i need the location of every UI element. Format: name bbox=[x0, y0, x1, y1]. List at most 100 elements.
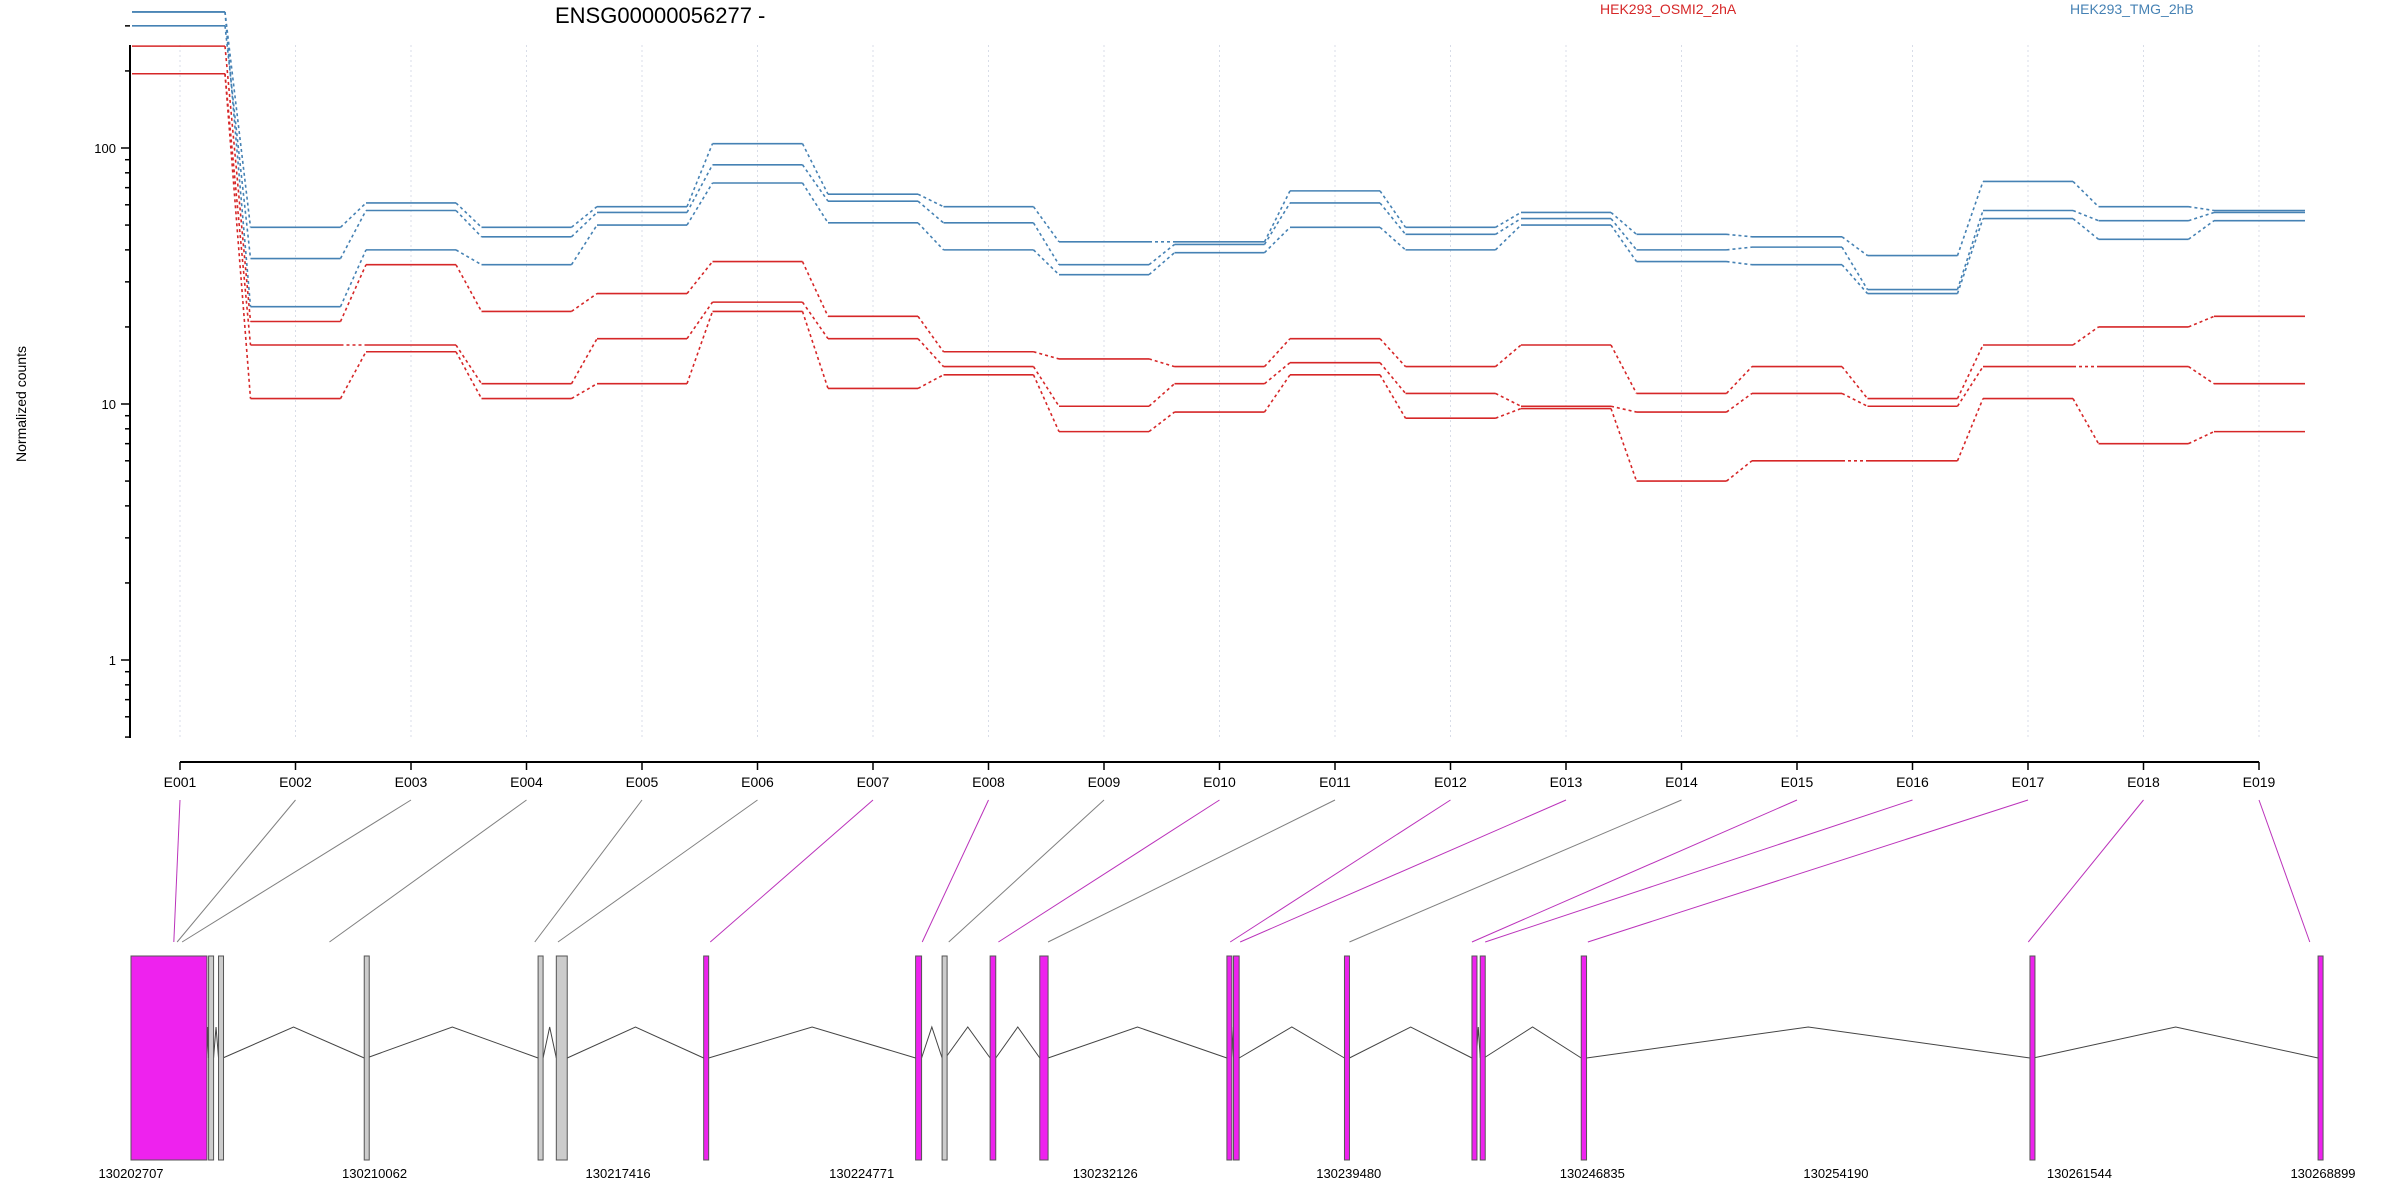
exon-box-highlight bbox=[1479, 955, 1486, 1161]
exon-connector-E012 bbox=[1229, 799, 1451, 943]
x-tick-label-E019: E019 bbox=[2243, 774, 2276, 790]
exon-connector-E005 bbox=[534, 799, 643, 943]
intron-line bbox=[995, 1026, 1041, 1059]
x-axis: E001 E002 E003 E004 E005 E006 E007 E008 E009 E010… bbox=[164, 761, 2276, 790]
series-transition bbox=[570, 211, 598, 238]
series-transition bbox=[1841, 392, 1868, 407]
series-transition bbox=[455, 344, 483, 385]
genomic-coordinates: 130202707 130210062 130217416 130224771 1302… bbox=[98, 1166, 2355, 1181]
series-transition bbox=[917, 222, 945, 251]
intron-line bbox=[2033, 1026, 2319, 1059]
exon-box-highlight bbox=[989, 955, 997, 1161]
series-transition bbox=[1033, 350, 1060, 360]
x-tick-label-E012: E012 bbox=[1434, 774, 1467, 790]
series-transition bbox=[1379, 362, 1407, 394]
series-transition bbox=[1841, 236, 1868, 257]
series-transition bbox=[1610, 344, 1638, 394]
genomic-coordinate-label: 130210062 bbox=[342, 1166, 407, 1181]
exon-connectors bbox=[173, 799, 2311, 943]
x-tick-label-E018: E018 bbox=[2127, 774, 2160, 790]
exon-connector-E016 bbox=[1485, 799, 1913, 943]
x-tick-label-E007: E007 bbox=[857, 774, 890, 790]
series-transition bbox=[339, 210, 367, 259]
series-transition bbox=[686, 301, 714, 340]
exon-connector-E007 bbox=[709, 799, 874, 943]
series-transition bbox=[801, 311, 829, 389]
intron-line bbox=[1349, 1026, 1473, 1059]
exon-connector-E014 bbox=[1349, 799, 1682, 943]
exon-box-highlight bbox=[1233, 955, 1240, 1161]
vertical-gridlines bbox=[179, 45, 2260, 738]
series-transition bbox=[455, 209, 483, 238]
legend-entry-tmg: HEK293_TMG_2hB bbox=[2070, 1, 2194, 17]
series-transition bbox=[1032, 206, 1060, 243]
series-transition bbox=[1956, 398, 1984, 462]
exon-box-highlight bbox=[1343, 955, 1350, 1161]
exon-box bbox=[218, 955, 225, 1161]
exon-connector-E008 bbox=[921, 799, 989, 943]
series-transition bbox=[1495, 211, 1522, 229]
series-transition bbox=[1148, 243, 1175, 266]
series-transition bbox=[1263, 202, 1291, 245]
series-transition bbox=[686, 182, 714, 226]
exon-box bbox=[208, 955, 215, 1161]
x-tick-label-E011: E011 bbox=[1319, 774, 1351, 790]
series-transition bbox=[1841, 246, 1869, 290]
exon-box bbox=[537, 955, 544, 1161]
legend-entry-osmi: HEK293_OSMI2_2hA bbox=[1600, 1, 1737, 17]
series-transition bbox=[1379, 226, 1407, 251]
series-transition bbox=[2072, 209, 2099, 222]
series-4 bbox=[132, 11, 2305, 257]
exon-connector-E017 bbox=[1587, 799, 2029, 943]
series-transition bbox=[571, 383, 598, 400]
series-transition bbox=[1032, 222, 1060, 266]
series-transition bbox=[455, 264, 483, 312]
series-transition bbox=[224, 11, 252, 307]
series-transition bbox=[1263, 338, 1291, 368]
genomic-coordinate-label: 130268899 bbox=[2290, 1166, 2355, 1181]
series-transition bbox=[686, 261, 714, 295]
series-transition bbox=[1726, 246, 1753, 251]
series-transition bbox=[801, 301, 829, 340]
series-transition bbox=[1263, 374, 1291, 413]
series-transition bbox=[1032, 374, 1060, 432]
x-tick-label-E002: E002 bbox=[279, 774, 312, 790]
intron-line bbox=[1483, 1026, 1582, 1059]
exon-connector-E013 bbox=[1239, 799, 1567, 943]
x-tick-label-E001: E001 bbox=[164, 774, 197, 790]
intron-line bbox=[1586, 1026, 2031, 1059]
series-transition bbox=[1956, 344, 1984, 399]
exon-box-highlight bbox=[1580, 955, 1588, 1161]
series-transition bbox=[1379, 374, 1407, 419]
series-transition bbox=[1495, 407, 1522, 419]
exon-connector-E015 bbox=[1471, 799, 1798, 943]
series-transition bbox=[1956, 366, 1984, 407]
series-transition bbox=[1148, 383, 1176, 407]
x-tick-label-E010: E010 bbox=[1203, 774, 1236, 790]
exon-box-highlight bbox=[1226, 955, 1233, 1161]
series-transition bbox=[1610, 408, 1638, 482]
series-transition bbox=[2188, 430, 2215, 445]
exon-connector-E018 bbox=[2027, 799, 2144, 943]
series-transition bbox=[1841, 366, 1869, 400]
series-transition bbox=[1379, 202, 1407, 235]
genomic-coordinate-label: 130232126 bbox=[1073, 1166, 1138, 1181]
x-tick-label-E014: E014 bbox=[1665, 774, 1698, 790]
exon-box-highlight bbox=[130, 955, 208, 1161]
series-transition bbox=[339, 351, 367, 399]
series-transition bbox=[1610, 405, 1637, 413]
series-transition bbox=[1494, 224, 1522, 251]
intron-line bbox=[921, 1025, 943, 1059]
x-tick-label-E005: E005 bbox=[626, 774, 659, 790]
intron-line bbox=[708, 1026, 916, 1059]
exon-box-highlight bbox=[1039, 955, 1049, 1161]
series-transition bbox=[571, 292, 598, 313]
series-transition bbox=[801, 143, 829, 195]
series-transition bbox=[1263, 226, 1291, 254]
exon-box bbox=[363, 955, 370, 1161]
series-transition bbox=[1956, 181, 1984, 256]
x-tick-label-E004: E004 bbox=[510, 774, 543, 790]
series-2 bbox=[132, 72, 2305, 413]
series-transition bbox=[1148, 358, 1175, 368]
